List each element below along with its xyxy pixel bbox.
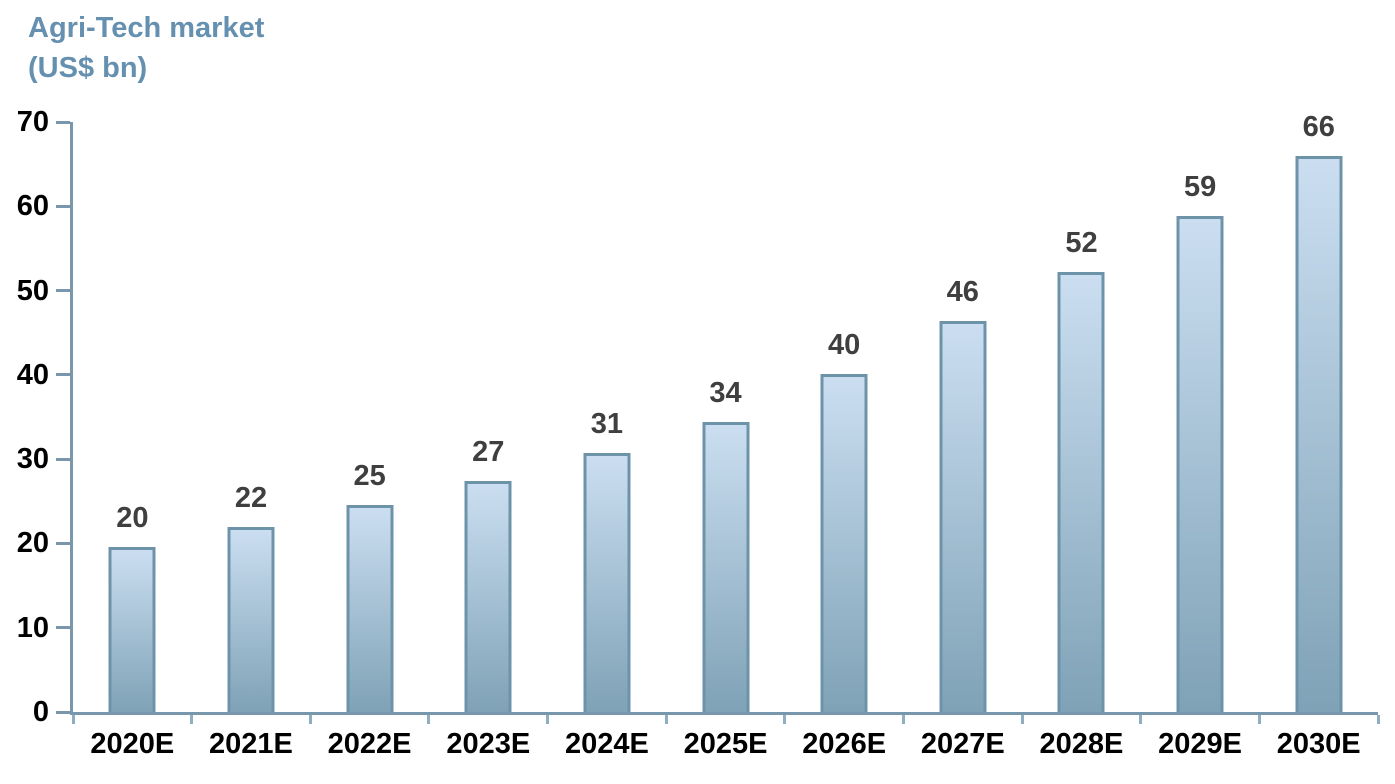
bar-value-label: 34 bbox=[709, 377, 742, 410]
category-column: 34 2025E bbox=[666, 122, 785, 760]
y-axis-tick bbox=[56, 710, 70, 714]
y-axis-tick bbox=[56, 457, 70, 461]
bar-value-label: 46 bbox=[946, 275, 979, 308]
chart-title: Agri-Tech market (US$ bn) bbox=[28, 8, 264, 88]
y-axis-label: 50 bbox=[16, 274, 49, 307]
bar-2022E bbox=[346, 504, 394, 712]
bar-2030E bbox=[1295, 155, 1343, 712]
category-column: 66 2030E bbox=[1259, 111, 1378, 760]
category-column: 52 2028E bbox=[1022, 122, 1141, 760]
bar-value-label: 66 bbox=[1302, 110, 1335, 143]
x-axis-tick bbox=[1139, 715, 1143, 724]
y-axis-tick bbox=[56, 204, 70, 208]
y-axis-label: 40 bbox=[16, 358, 49, 391]
bar-2029E bbox=[1176, 216, 1224, 712]
x-axis-tick bbox=[901, 715, 905, 724]
bar-value-label: 27 bbox=[472, 436, 505, 469]
chart-title-line1: Agri-Tech market bbox=[28, 12, 265, 44]
y-axis-label: 0 bbox=[32, 696, 49, 728]
x-axis-tick bbox=[1257, 715, 1261, 724]
x-axis-category-label: 2026E bbox=[802, 728, 887, 760]
bar-2027E bbox=[939, 320, 987, 712]
bar-value-label: 20 bbox=[116, 501, 149, 534]
x-axis-tick bbox=[664, 715, 668, 724]
x-axis-tick bbox=[783, 715, 787, 724]
x-axis-category-label: 2021E bbox=[209, 728, 293, 760]
y-axis-label: 70 bbox=[16, 106, 49, 138]
bar-2023E bbox=[464, 481, 512, 712]
bar-value-label: 59 bbox=[1183, 171, 1217, 204]
plot-area: 20 2020E 22 2021E 25 2022E 27 2023E 31 2024E 34 202… bbox=[17, 106, 1380, 760]
bar-2024E bbox=[583, 453, 631, 712]
bar-2021E bbox=[227, 527, 275, 712]
x-axis-category-label: 2029E bbox=[1158, 728, 1243, 760]
y-axis-label: 30 bbox=[16, 443, 49, 476]
x-axis-category-label: 2030E bbox=[1276, 728, 1361, 760]
y-axis-tick bbox=[56, 120, 70, 124]
y-axis-tick bbox=[56, 541, 70, 545]
y-axis-label: 20 bbox=[16, 527, 49, 560]
category-column: 25 2022E bbox=[310, 122, 429, 760]
x-axis-category-label: 2028E bbox=[1039, 728, 1124, 760]
bar-2028E bbox=[1057, 272, 1105, 712]
category-column: 46 2027E bbox=[903, 122, 1022, 760]
x-axis-tick bbox=[308, 715, 312, 724]
y-axis-tick bbox=[56, 373, 70, 377]
y-axis-tick bbox=[56, 626, 70, 630]
x-axis-category-label: 2020E bbox=[90, 728, 175, 760]
category-column: 22 2021E bbox=[192, 122, 311, 760]
x-axis-category-label: 2023E bbox=[446, 728, 531, 760]
chart-title-line2: (US$ bn) bbox=[28, 52, 148, 84]
bar-2025E bbox=[702, 422, 750, 712]
category-column: 59 2029E bbox=[1141, 122, 1260, 760]
y-axis-tick bbox=[56, 289, 70, 293]
bar-value-label: 22 bbox=[234, 482, 268, 515]
bar-value-label: 52 bbox=[1065, 227, 1098, 260]
x-axis-tick bbox=[1376, 715, 1380, 724]
x-axis-tick bbox=[71, 715, 75, 724]
bar-value-label: 25 bbox=[353, 459, 386, 492]
x-axis-tick bbox=[427, 715, 431, 724]
x-axis-category-label: 2025E bbox=[683, 728, 768, 760]
category-column: 27 2023E bbox=[429, 122, 548, 760]
y-axis-label: 10 bbox=[16, 611, 49, 644]
x-axis-category-label: 2024E bbox=[564, 728, 649, 760]
x-axis-tick bbox=[546, 715, 550, 724]
y-axis-label: 60 bbox=[16, 190, 49, 223]
bar-value-label: 40 bbox=[828, 329, 861, 362]
bar-2026E bbox=[820, 374, 868, 712]
x-axis-category-label: 2022E bbox=[327, 728, 412, 760]
category-column: 20 2020E bbox=[73, 122, 192, 760]
category-column: 31 2024E bbox=[548, 122, 667, 760]
category-column: 40 2026E bbox=[785, 122, 904, 760]
bar-value-label: 31 bbox=[590, 408, 624, 441]
x-axis-category-label: 2027E bbox=[920, 728, 1005, 760]
bar-2020E bbox=[108, 546, 156, 712]
bar-columns: 20 2020E 22 2021E 25 2022E 27 2023E 31 2024E 34 202… bbox=[73, 111, 1378, 760]
x-axis-tick bbox=[190, 715, 194, 724]
x-axis-tick bbox=[1020, 715, 1024, 724]
